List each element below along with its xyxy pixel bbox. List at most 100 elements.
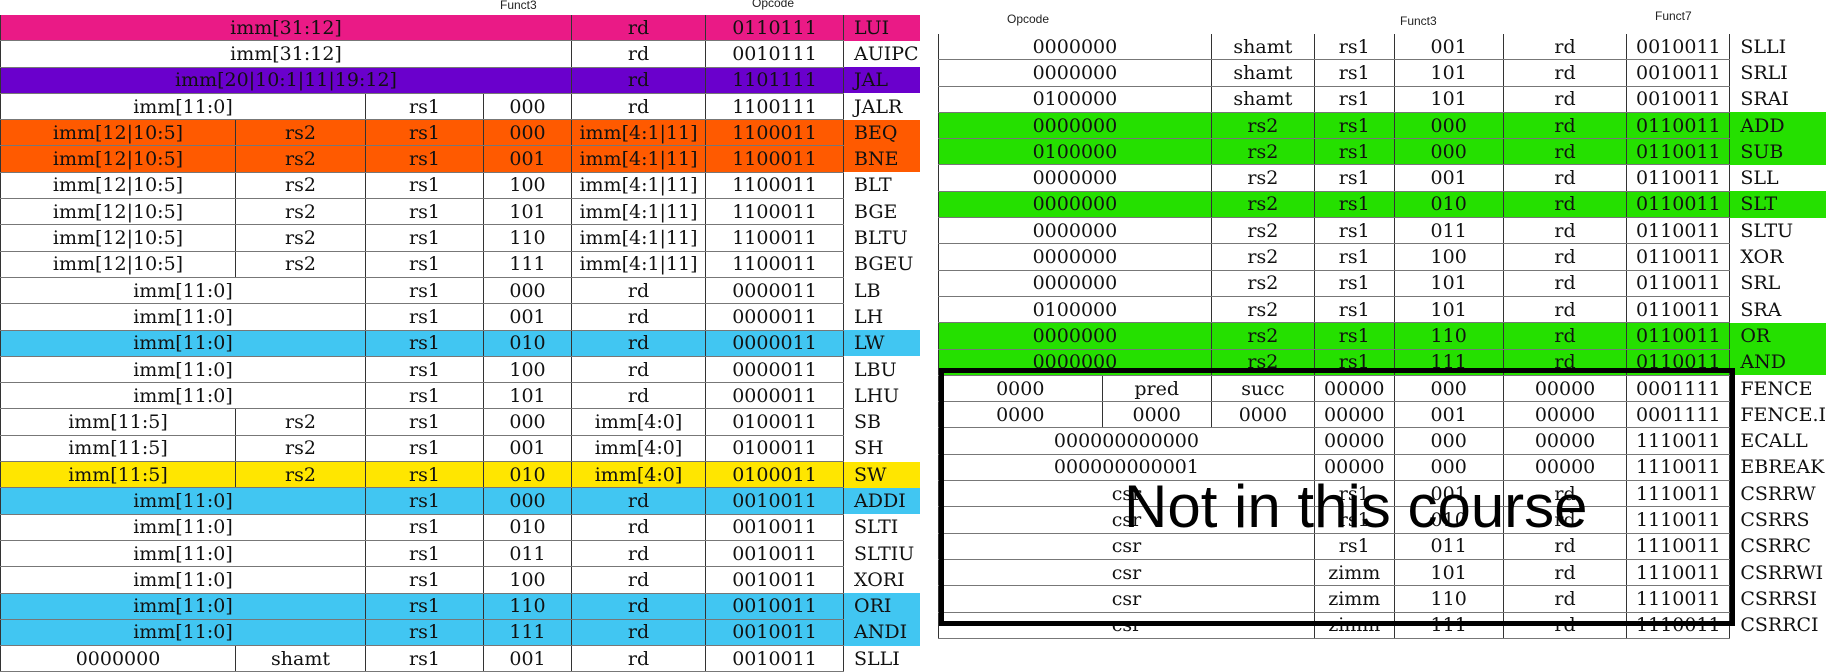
field-cell: 0000000 <box>938 270 1212 297</box>
field-cell: imm[4:0] <box>571 461 706 489</box>
mnemonic-cell: ADD <box>1729 112 1827 139</box>
field-cell: 0110011 <box>1626 138 1731 166</box>
field-cell: imm[12|10:5] <box>0 224 236 252</box>
field-cell: imm[4:1|11] <box>571 224 706 252</box>
field-cell: 0000000 <box>938 112 1212 140</box>
field-cell: 111 <box>483 619 572 647</box>
field-cell: rd <box>1502 559 1628 587</box>
field-cell: 0100000 <box>938 138 1212 166</box>
field-cell: rd <box>1502 59 1628 87</box>
field-cell: 0010011 <box>705 514 844 541</box>
field-cell: 0100000 <box>938 296 1212 324</box>
field-cell: 0110011 <box>1626 217 1731 245</box>
field-cell: rd <box>571 93 706 121</box>
field-cell: rs1 <box>365 645 484 672</box>
field-cell: pred <box>1101 375 1212 403</box>
field-cell: rd <box>1502 86 1628 113</box>
field-cell: rd <box>571 487 706 515</box>
field-cell: csr <box>938 559 1315 587</box>
field-cell: imm[11:0] <box>0 593 366 620</box>
field-cell: 0010111 <box>705 40 844 68</box>
field-cell: 111 <box>1393 349 1504 376</box>
field-cell: 101 <box>1393 270 1504 297</box>
field-cell: 1110011 <box>1626 506 1731 534</box>
mnemonic-cell: BGE <box>854 200 898 223</box>
field-cell: rd <box>1502 480 1628 508</box>
field-cell: 001 <box>1393 401 1504 429</box>
field-cell: rs1 <box>365 435 484 463</box>
field-cell: rd <box>571 540 706 568</box>
field-cell: rd <box>571 382 706 410</box>
mnemonic-cell: BEQ <box>843 119 921 146</box>
field-cell: rs1 <box>1313 112 1395 140</box>
field-cell: 1110011 <box>1626 585 1731 613</box>
field-cell: rs1 <box>1313 164 1395 192</box>
right-opcode-caption: Opcode <box>1007 12 1050 26</box>
field-cell: imm[4:0] <box>571 435 706 463</box>
instruction-row: 000000000001 00000 000 00000 1110011 EBREAK <box>938 454 1827 482</box>
field-cell: rs1 <box>1313 270 1395 297</box>
field-cell: 000 <box>483 93 572 121</box>
field-cell: rd <box>571 356 706 384</box>
field-cell: 0000 <box>938 375 1103 403</box>
field-cell: 1110011 <box>1626 533 1731 560</box>
field-cell: 111 <box>483 251 572 278</box>
field-cell: 011 <box>1393 217 1504 245</box>
field-cell: rs2 <box>1210 243 1315 271</box>
field-cell: 0000000 <box>938 349 1212 376</box>
instruction-row: imm[31:12] rd 0010111 AUIPC <box>0 40 921 68</box>
field-cell: rd <box>1502 191 1628 219</box>
field-cell: 0010011 <box>705 487 844 515</box>
field-cell: rd <box>1502 164 1628 192</box>
field-cell: 0000011 <box>705 382 844 410</box>
instruction-row: 0000 0000 0000 00000 001 00000 0001111 FENCE.I <box>938 401 1827 429</box>
mnemonic-cell: JAL <box>843 67 921 94</box>
field-cell: rd <box>1502 349 1628 376</box>
field-cell: rd <box>1502 296 1628 324</box>
field-cell: 0000 <box>1210 401 1315 429</box>
mnemonic-cell: CSRRC <box>1740 535 1812 558</box>
field-cell: rs1 <box>365 514 484 541</box>
field-cell: 0100011 <box>705 435 844 463</box>
field-cell: 000000000001 <box>938 454 1315 482</box>
field-cell: 0000000 <box>938 164 1212 192</box>
mnemonic-cell: SUB <box>1729 138 1827 165</box>
mnemonic-cell: LUI <box>843 15 921 41</box>
field-cell: 0110011 <box>1626 112 1731 140</box>
instruction-row: 000000000000 00000 000 00000 1110011 ECALL <box>938 427 1827 455</box>
field-cell: 0110111 <box>705 15 844 42</box>
field-cell: imm[4:1|11] <box>571 198 706 226</box>
field-cell: imm[4:1|11] <box>571 251 706 278</box>
mnemonic-cell: BLT <box>854 174 892 197</box>
instruction-row: imm[20|10:1|11|19:12] rd 1101111 JAL <box>0 67 921 94</box>
field-cell: imm[11:5] <box>0 408 236 436</box>
field-cell: rs1 <box>365 172 484 200</box>
field-cell: rd <box>1502 270 1628 297</box>
field-cell: imm[31:12] <box>0 40 572 68</box>
mnemonic-cell: XORI <box>854 568 905 591</box>
not-in-course-text: Not in this course <box>1124 473 1588 540</box>
field-cell: rd <box>1502 112 1628 140</box>
field-cell: rs2 <box>1210 349 1315 376</box>
mnemonic-cell: SW <box>843 461 921 488</box>
field-cell: rd <box>1502 533 1628 560</box>
field-cell: zimm <box>1313 612 1395 639</box>
field-cell: 001 <box>1393 164 1504 192</box>
field-cell: rd <box>1502 138 1628 166</box>
field-cell: imm[12|10:5] <box>0 198 236 226</box>
field-cell: rd <box>1502 243 1628 271</box>
field-cell: rs2 <box>1210 217 1315 245</box>
field-cell: 010 <box>483 461 572 489</box>
field-cell: rs1 <box>365 356 484 384</box>
field-cell: rd <box>571 330 706 357</box>
field-cell: rs1 <box>365 619 484 647</box>
field-cell: 1110011 <box>1626 559 1731 587</box>
